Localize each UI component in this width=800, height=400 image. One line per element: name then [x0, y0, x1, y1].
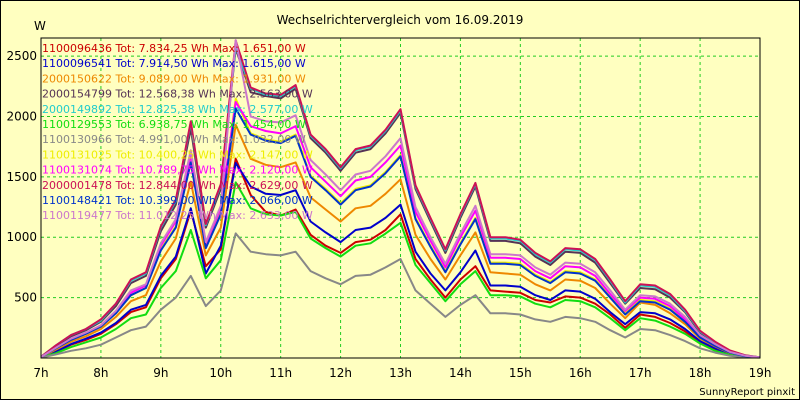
x-tick-label: 12h — [329, 366, 352, 380]
legend-entry: 2000001478 Tot: 12.844,00 Wh Max: 2.629,… — [42, 179, 313, 192]
y-tick-label: 1000 — [6, 230, 37, 244]
x-tick-label: 13h — [389, 366, 412, 380]
x-tick-label: 8h — [93, 366, 108, 380]
x-tick-label: 19h — [749, 366, 772, 380]
legend-entry: 1100130966 Tot: 4.991,00 Wh Max: 1.032,0… — [42, 133, 306, 146]
legend-entry: 2000150622 Tot: 9.089,00 Wh Max: 1.931,0… — [42, 72, 306, 85]
x-tick-label: 18h — [689, 366, 712, 380]
x-tick-label: 9h — [153, 366, 168, 380]
plot-area-border — [40, 37, 761, 359]
y-tick-label: 1500 — [6, 170, 37, 184]
legend-entry: 1100119477 Tot: 11.012,25 Wh Max: 2.633,… — [42, 209, 313, 222]
series-lines — [40, 39, 761, 359]
x-tick-label: 14h — [449, 366, 472, 380]
legend: 1100096436 Tot: 7.834,25 Wh Max: 1.651,0… — [42, 42, 313, 222]
series-line-11 — [40, 107, 761, 359]
x-tick-label: 15h — [509, 366, 532, 380]
legend-entry: 1100096541 Tot: 7.914,50 Wh Max: 1.615,0… — [42, 57, 306, 70]
x-axis: 7h 8h 9h 10h 11h 12h 13h 14h 15h 16h 17h 18h 19h — [33, 366, 771, 380]
x-tick-label: 7h — [33, 366, 48, 380]
legend-entry: 1100131074 Tot: 10.789,75 Wh Max: 2.120,… — [42, 164, 313, 177]
series-line-2 — [40, 162, 761, 359]
y-axis-label: W — [34, 19, 46, 33]
y-axis: 500 1000 1500 2000 2500 — [6, 49, 37, 305]
x-tick-label: 16h — [569, 366, 592, 380]
legend-entry: 1100129553 Tot: 6.938,75 Wh Max: 1.454,0… — [42, 118, 306, 131]
x-tick-label: 10h — [209, 366, 232, 380]
footer-credit: SunnyReport pinxit — [699, 387, 795, 398]
legend-entry: 1100131025 Tot: 10.400,25 Wh Max: 2.147,… — [42, 148, 313, 161]
series-line-12 — [40, 39, 761, 359]
legend-entry: 1100148421 Tot: 10.399,00 Wh Max: 2.066,… — [42, 194, 313, 207]
legend-entry: 1100096436 Tot: 7.834,25 Wh Max: 1.651,0… — [42, 42, 306, 55]
x-tick-label: 11h — [269, 366, 292, 380]
y-tick-label: 2000 — [6, 109, 37, 123]
chart-title: Wechselrichtervergleich vom 16.09.2019 — [277, 13, 524, 27]
y-tick-label: 500 — [14, 291, 37, 305]
series-line-6 — [40, 181, 761, 359]
series-line-1 — [40, 157, 761, 359]
legend-entry: 2000149892 Tot: 12.825,38 Wh Max: 2.577,… — [42, 103, 313, 116]
series-line-7 — [40, 232, 761, 359]
legend-entry: 2000154799 Tot: 12.568,38 Wh Max: 2.563,… — [42, 88, 313, 101]
series-line-10 — [40, 39, 761, 359]
x-tick-label: 17h — [629, 366, 652, 380]
y-tick-label: 2500 — [6, 49, 37, 63]
